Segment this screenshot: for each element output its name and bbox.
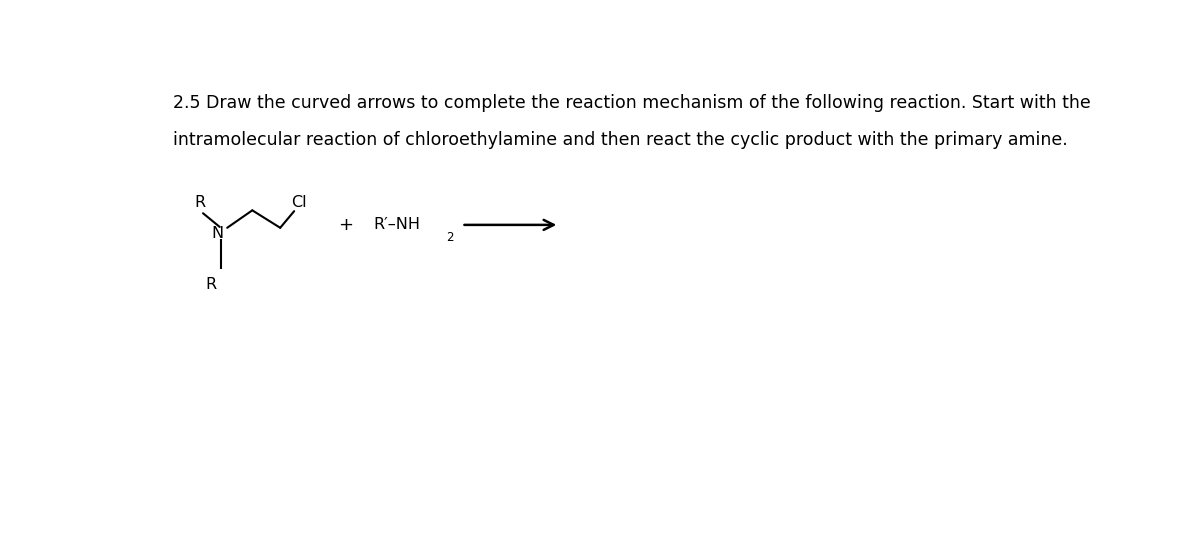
Text: +: + — [338, 216, 353, 234]
Text: N: N — [211, 226, 223, 241]
Text: 2.5 Draw the curved arrows to complete the reaction mechanism of the following r: 2.5 Draw the curved arrows to complete t… — [173, 94, 1091, 112]
Text: R: R — [194, 195, 205, 210]
Text: Cl: Cl — [292, 195, 307, 210]
Text: 2: 2 — [445, 231, 454, 244]
Text: R′–NH: R′–NH — [373, 218, 420, 232]
Text: R: R — [205, 277, 216, 292]
Text: intramolecular reaction of chloroethylamine and then react the cyclic product wi: intramolecular reaction of chloroethylam… — [173, 131, 1068, 150]
